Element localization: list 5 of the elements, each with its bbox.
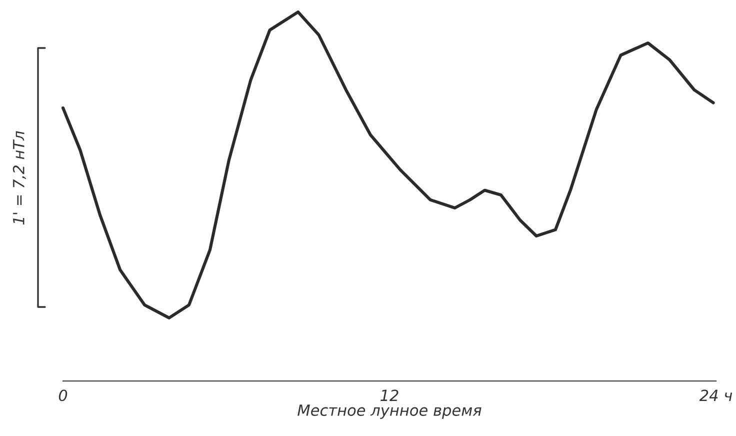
- x-axis-title: Местное лунное время: [298, 404, 482, 419]
- x-tick-label: 12: [380, 390, 398, 401]
- x-tick-label: 0: [58, 390, 68, 402]
- x-tick-label: 24 ч: [699, 390, 732, 401]
- y-axis-title: 1' = 7,2 нТл: [12, 131, 26, 225]
